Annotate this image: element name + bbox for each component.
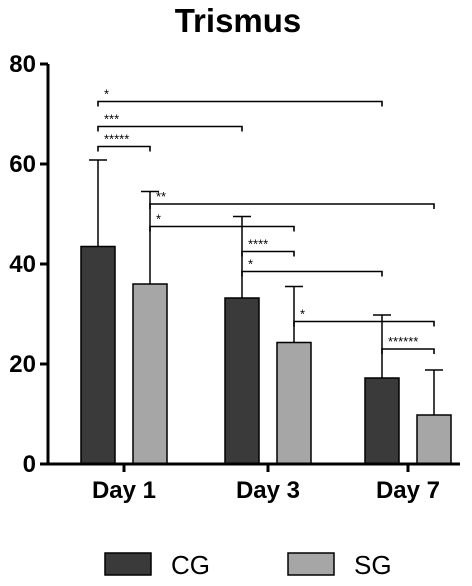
bars — [80, 159, 452, 465]
significance-bracket-9 — [381, 348, 435, 354]
axes: 0 20 40 60 80 Day 1 Day 3 Day 7 — [9, 51, 460, 504]
significance-bracket-1 — [97, 145, 151, 152]
significance-label-4: ** — [156, 189, 166, 204]
significance-bracket-4 — [149, 203, 435, 209]
error-bar-cg-day-3 — [233, 215, 251, 298]
bar-sg-day-3 — [276, 341, 312, 465]
significance-bracket-8 — [293, 320, 435, 327]
significance-label-1: ***** — [104, 132, 129, 147]
legend-swatch-cg — [104, 552, 152, 576]
error-bar-sg-day-3 — [285, 285, 303, 343]
error-bar-sg-day-7 — [425, 369, 443, 415]
significance-label-8: * — [300, 307, 305, 322]
error-bar-sg-day-1 — [141, 190, 159, 284]
legend-label-cg: CG — [171, 550, 210, 580]
x-tick-label-day-7: Day 7 — [376, 477, 440, 504]
significance-label-2: *** — [104, 112, 119, 127]
significance-bracket-2 — [97, 125, 243, 132]
bar-cg-day-3 — [224, 297, 260, 465]
bar-sg-day-1 — [132, 283, 168, 465]
bar-cg-day-1 — [80, 245, 116, 465]
significance-bracket-5 — [149, 225, 295, 232]
significance-label-7: * — [248, 257, 253, 272]
x-tick-label-day-1: Day 1 — [92, 477, 156, 504]
legend: CG SG — [104, 550, 392, 580]
bar-sg-day-7 — [416, 414, 452, 465]
significance-label-9: ****** — [388, 334, 418, 349]
x-tick-label-day-3: Day 3 — [236, 477, 300, 504]
significance-label-5: * — [156, 212, 161, 227]
significance-bracket-7 — [241, 270, 383, 277]
chart-title: Trismus — [175, 2, 302, 39]
legend-swatch-sg — [287, 552, 335, 576]
y-tick-label-20: 20 — [9, 351, 36, 378]
y-tick-label-80: 80 — [9, 51, 36, 78]
error-bar-cg-day-7 — [373, 314, 391, 378]
significance-bracket-3 — [97, 100, 383, 107]
bar-cg-day-7 — [364, 377, 400, 465]
y-tick-label-60: 60 — [9, 151, 36, 178]
error-bar-cg-day-1 — [89, 159, 107, 247]
y-tick-label-40: 40 — [9, 251, 36, 278]
y-tick-label-0: 0 — [23, 451, 36, 478]
significance-label-6: **** — [248, 237, 268, 252]
significance-label-3: * — [104, 87, 109, 102]
legend-label-sg: SG — [354, 550, 392, 580]
